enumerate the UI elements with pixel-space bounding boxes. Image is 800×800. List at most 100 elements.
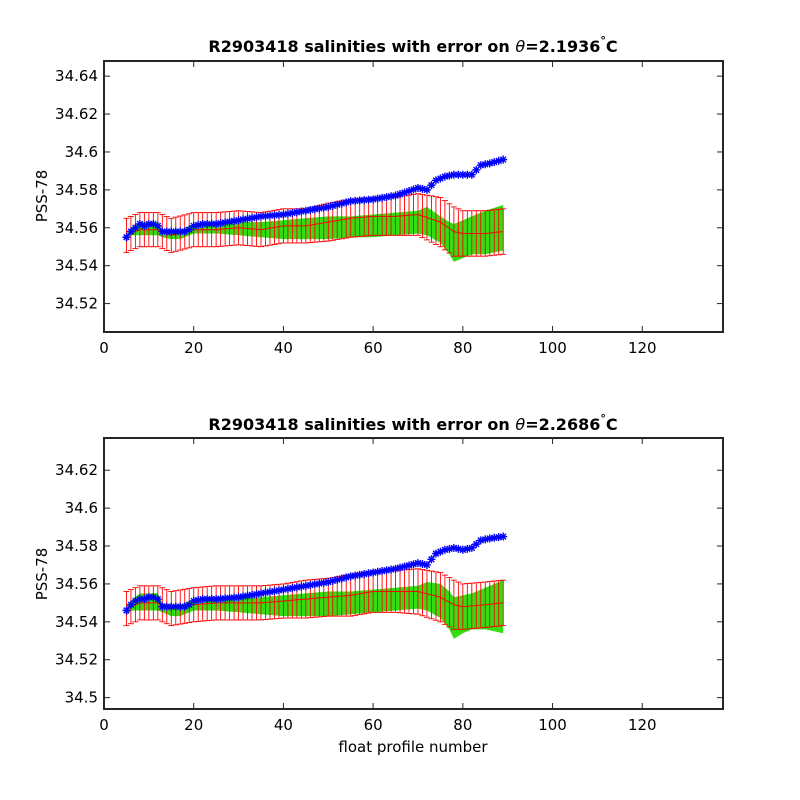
float-point bbox=[261, 212, 270, 221]
float-point bbox=[440, 545, 449, 554]
float-point bbox=[158, 227, 167, 236]
float-point bbox=[409, 560, 418, 569]
float-point bbox=[283, 584, 292, 593]
y-tick: 34.56 bbox=[55, 575, 723, 593]
x-tick: 120 bbox=[628, 438, 657, 734]
float-point bbox=[458, 545, 467, 554]
float-point bbox=[292, 208, 301, 217]
y-tick-label: 34.58 bbox=[55, 537, 98, 555]
float-point bbox=[234, 593, 243, 602]
float-point bbox=[454, 544, 463, 553]
float-point bbox=[490, 158, 499, 167]
float-point bbox=[216, 594, 225, 603]
float-point bbox=[265, 211, 274, 220]
float-point bbox=[364, 569, 373, 578]
float-point bbox=[472, 165, 481, 174]
y-tick: 34.52 bbox=[55, 295, 723, 313]
float-point bbox=[427, 181, 436, 190]
float-point bbox=[256, 589, 265, 598]
x-tick: 40 bbox=[274, 438, 293, 734]
x-tick: 80 bbox=[453, 438, 472, 734]
float-point bbox=[171, 227, 180, 236]
y-tick: 34.52 bbox=[55, 651, 723, 669]
y-ticks-top: 34.52 34.54 34.56 34.58 34.6 34.62 34.64 bbox=[55, 67, 723, 313]
float-point bbox=[135, 219, 144, 228]
float-point bbox=[207, 219, 216, 228]
float-point bbox=[274, 210, 283, 219]
y-tick-label: 34.62 bbox=[55, 461, 98, 479]
float-point bbox=[230, 216, 239, 225]
float-point bbox=[310, 205, 319, 214]
float-point bbox=[463, 170, 472, 179]
y-tick-label: 34.52 bbox=[55, 651, 98, 669]
float-point bbox=[476, 161, 485, 170]
y-tick: 34.56 bbox=[55, 219, 723, 237]
float-point bbox=[288, 208, 297, 217]
float-point bbox=[333, 200, 342, 209]
float-point bbox=[413, 559, 422, 568]
float-point bbox=[405, 187, 414, 196]
float-point bbox=[306, 205, 315, 214]
y-tick-label: 34.52 bbox=[55, 295, 98, 313]
y-tick-label: 34.5 bbox=[65, 689, 98, 707]
float-point bbox=[454, 170, 463, 179]
x-tick: 100 bbox=[538, 61, 567, 357]
x-tick-label: 120 bbox=[628, 339, 657, 357]
x-tick: 20 bbox=[184, 438, 203, 734]
float-point bbox=[319, 203, 328, 212]
y-tick-label: 34.56 bbox=[55, 219, 98, 237]
y-ticks-bottom: 34.5 34.52 34.54 34.56 34.58 34.6 34.62 bbox=[55, 461, 723, 707]
float-point bbox=[440, 172, 449, 181]
float-point bbox=[436, 547, 445, 556]
y-tick: 34.54 bbox=[55, 613, 723, 631]
float-point bbox=[252, 590, 261, 599]
float-point bbox=[189, 221, 198, 230]
float-point bbox=[301, 581, 310, 590]
float-point bbox=[216, 219, 225, 228]
float-point bbox=[162, 227, 171, 236]
float-point bbox=[234, 216, 243, 225]
x-tick-label: 40 bbox=[274, 339, 293, 357]
float-point bbox=[292, 583, 301, 592]
float-point bbox=[422, 560, 431, 569]
float-point bbox=[180, 602, 189, 611]
x-tick-label: 20 bbox=[184, 339, 203, 357]
float-point bbox=[485, 534, 494, 543]
float-point bbox=[378, 567, 387, 576]
x-tick: 100 bbox=[538, 438, 567, 734]
y-tick: 34.6 bbox=[65, 143, 723, 161]
float-point bbox=[337, 199, 346, 208]
float-point bbox=[153, 595, 162, 604]
float-point bbox=[490, 533, 499, 542]
float-point bbox=[485, 159, 494, 168]
float-point bbox=[360, 196, 369, 205]
float-point bbox=[131, 223, 140, 232]
float-point bbox=[265, 587, 274, 596]
x-ticks-bottom: 0 20 40 60 80 100 120 bbox=[99, 438, 657, 734]
x-tick-label: 100 bbox=[538, 716, 567, 734]
float-point bbox=[355, 196, 364, 205]
float-point bbox=[306, 581, 315, 590]
float-point bbox=[274, 586, 283, 595]
float-point bbox=[122, 606, 131, 615]
float-point bbox=[328, 201, 337, 210]
y-axis-label-top: PSS-78 bbox=[33, 170, 51, 223]
float-point bbox=[153, 221, 162, 230]
float-point bbox=[476, 536, 485, 545]
float-point bbox=[387, 565, 396, 574]
float-point bbox=[167, 602, 176, 611]
y-tick: 34.6 bbox=[65, 499, 723, 517]
x-tick-label: 60 bbox=[364, 339, 383, 357]
float-point bbox=[409, 185, 418, 194]
float-point bbox=[405, 561, 414, 570]
float-point bbox=[342, 573, 351, 582]
float-point bbox=[149, 219, 158, 228]
float-point bbox=[185, 225, 194, 234]
float-point bbox=[140, 595, 149, 604]
float-point bbox=[198, 219, 207, 228]
float-point bbox=[122, 233, 131, 242]
float-point bbox=[387, 192, 396, 201]
float-point bbox=[203, 219, 212, 228]
x-tick: 60 bbox=[364, 438, 383, 734]
float-point bbox=[230, 593, 239, 602]
